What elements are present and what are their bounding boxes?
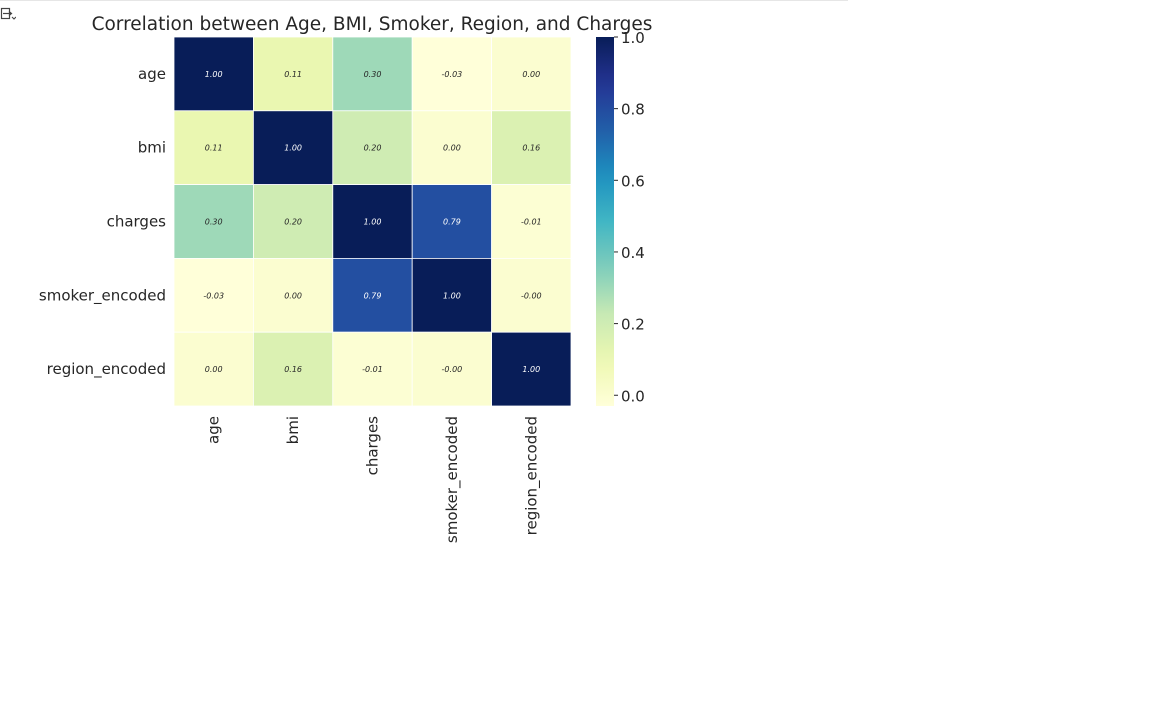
y-tick-label: bmi <box>138 139 166 157</box>
row-labels: age bmi charges smoker_encoded region_encode… <box>39 65 166 379</box>
colorbar: 0.0 0.2 0.4 0.6 0.8 1.0 <box>596 29 645 406</box>
y-tick-label: age <box>138 65 166 83</box>
heatmap-cell <box>173 184 254 259</box>
cell-value-label: -0.01 <box>362 365 383 374</box>
column-labels: age bmi charges smoker_encoded region_encode… <box>205 416 542 543</box>
x-tick-label: age <box>205 416 223 444</box>
cell-value-label: 0.20 <box>284 218 302 227</box>
colorbar-tick-label: 0.0 <box>621 387 645 405</box>
heatmap-cell <box>252 110 334 186</box>
heatmap-cell <box>491 184 572 259</box>
heatmap-cell <box>252 257 334 333</box>
heatmap-cell <box>411 257 493 333</box>
colorbar-tick-label: 0.4 <box>621 244 645 262</box>
colorbar-tick-label: 0.2 <box>621 316 645 334</box>
cell-value-label: 0.30 <box>205 218 223 227</box>
heatmap-cell <box>252 331 334 407</box>
heatmap-cell <box>491 110 572 186</box>
output-divider <box>0 0 848 1</box>
cell-value-label: 0.00 <box>205 365 223 374</box>
colorbar-gradient <box>596 37 614 406</box>
x-tick-label: charges <box>364 416 382 476</box>
cell-value-label: 0.11 <box>284 70 302 79</box>
y-tick-label: smoker_encoded <box>39 286 166 305</box>
heatmap-cell <box>332 331 413 407</box>
cell-value-label: 0.00 <box>443 144 461 153</box>
cell-value-label: -0.00 <box>521 291 542 300</box>
x-tick-label: smoker_encoded <box>443 416 462 543</box>
cell-value-label: -0.00 <box>442 365 463 374</box>
cell-value-label: 1.00 <box>205 70 223 79</box>
cell-value-label: 0.11 <box>205 144 223 153</box>
chart-title: Correlation between Age, BMI, Smoker, Re… <box>92 14 653 35</box>
colorbar-tick-label: 1.0 <box>621 29 645 47</box>
cell-value-label: 1.00 <box>284 144 302 153</box>
colorbar-tick-label: 0.8 <box>621 101 645 119</box>
heatmap-cell <box>411 184 493 259</box>
y-tick-label: charges <box>107 213 167 231</box>
cell-value-label: 0.00 <box>284 291 302 300</box>
heatmap-cell <box>491 331 572 407</box>
heatmap-cell <box>491 257 572 333</box>
cell-value-label: -0.03 <box>203 291 224 300</box>
colorbar-tick-label: 0.6 <box>621 172 645 190</box>
cell-value-label: 0.79 <box>364 291 382 300</box>
heatmap-cell <box>173 36 254 112</box>
cell-value-label: 1.00 <box>443 291 461 300</box>
heatmap-cell <box>411 110 493 186</box>
heatmap-cell <box>252 184 334 259</box>
heatmap-cell <box>173 257 254 333</box>
heatmap-cells: 1.00 0.11 0.30 -0.03 0.00 0.11 1.00 0.20 0.00 0.1… <box>173 36 572 407</box>
x-tick-label: bmi <box>284 416 302 444</box>
heatmap-cell <box>332 110 413 186</box>
cell-value-label: 0.00 <box>522 70 540 79</box>
cell-value-label: 1.00 <box>522 365 540 374</box>
y-tick-label: region_encoded <box>47 360 166 379</box>
cell-value-label: -0.01 <box>521 218 542 227</box>
cell-value-label: -0.03 <box>442 70 463 79</box>
heatmap-cell <box>332 257 413 333</box>
x-tick-label: region_encoded <box>522 416 541 535</box>
cell-value-label: 0.20 <box>364 144 382 153</box>
heatmap-cell <box>411 331 493 407</box>
output-toggle-icon[interactable] <box>0 6 17 20</box>
cell-value-label: 0.16 <box>522 144 540 153</box>
cell-value-label: 0.30 <box>364 70 382 79</box>
cell-value-label: 0.16 <box>284 365 302 374</box>
cell-value-label: 1.00 <box>364 218 382 227</box>
cell-value-label: 0.79 <box>443 218 461 227</box>
